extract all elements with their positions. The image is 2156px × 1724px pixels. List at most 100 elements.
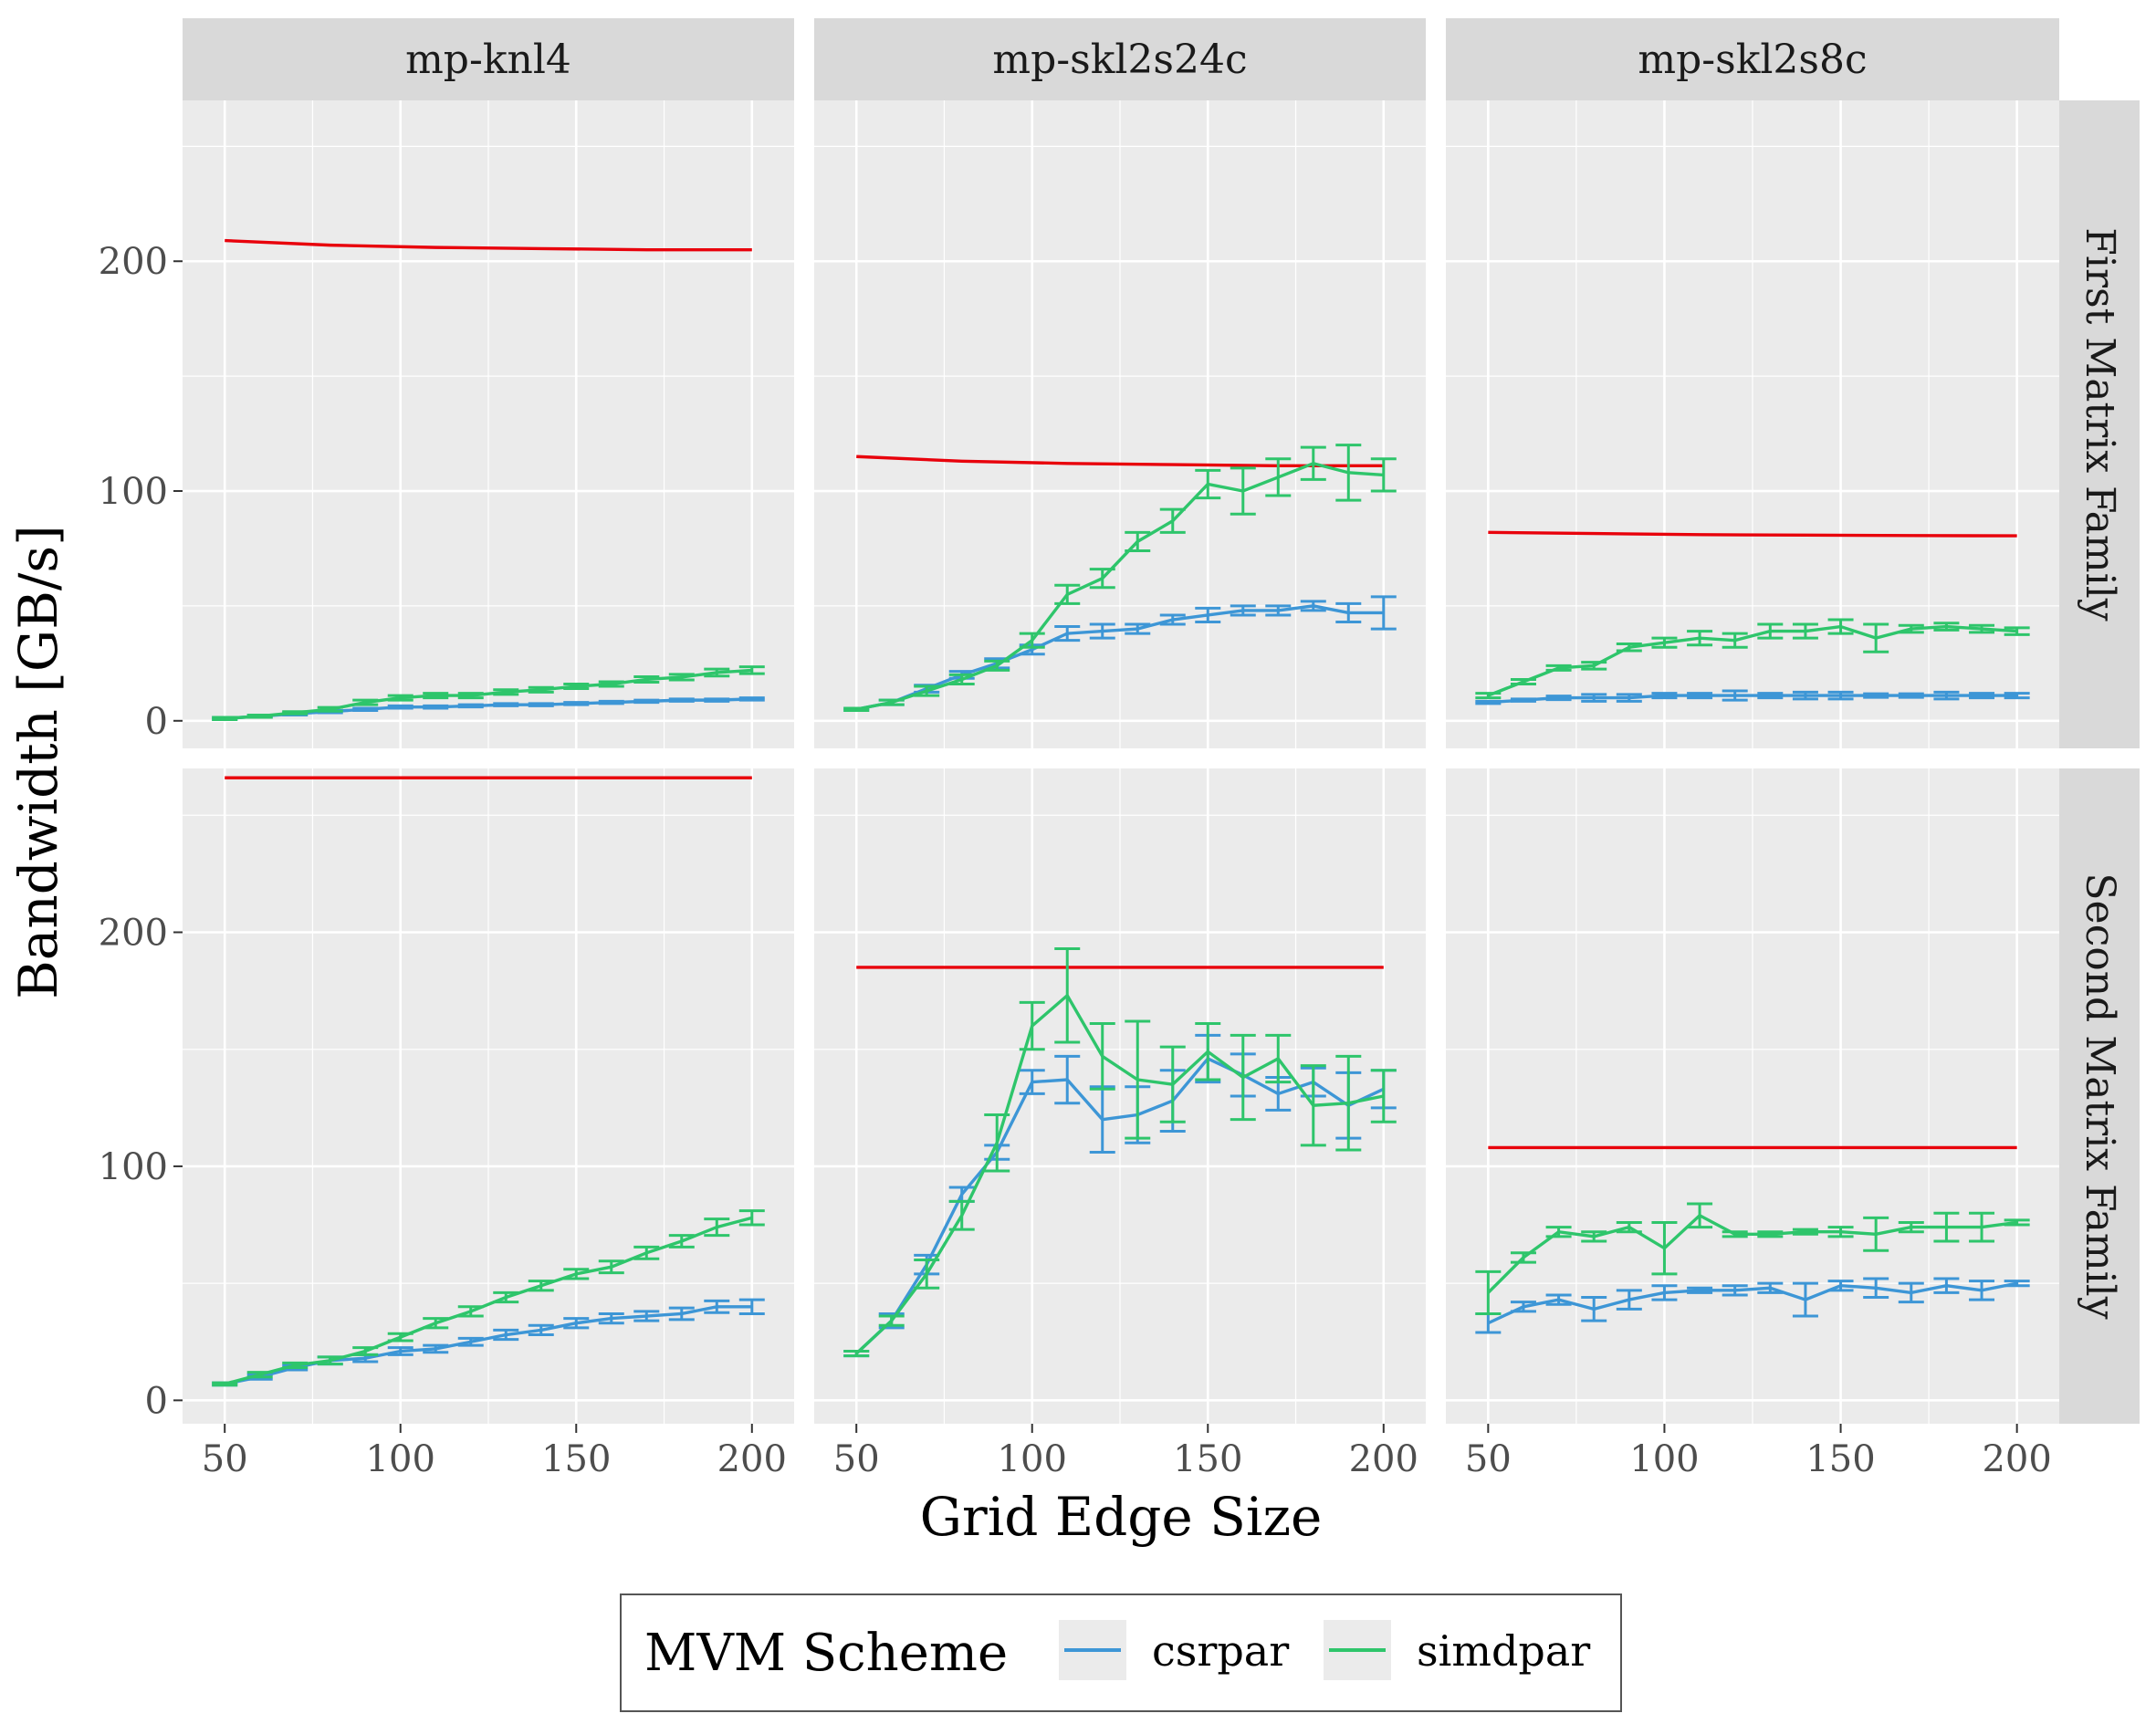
errorbar-simdpar bbox=[528, 1280, 554, 1292]
errorbar-simdpar bbox=[457, 1305, 484, 1318]
errorbar-csrpar bbox=[1898, 1281, 1924, 1304]
errorbar-simdpar bbox=[1581, 1230, 1607, 1243]
errorbar-csrpar bbox=[1757, 1281, 1784, 1294]
errorbar-csrpar bbox=[1863, 1277, 1889, 1300]
errorbar-simdpar bbox=[1475, 1269, 1502, 1315]
errorbar-csrpar bbox=[1370, 595, 1397, 631]
errorbar-csrpar bbox=[1019, 1069, 1045, 1095]
series-simdpar bbox=[1475, 1202, 2030, 1315]
errorbar-simdpar bbox=[1757, 1230, 1784, 1238]
legend-label-simdpar: simdpar bbox=[1417, 1626, 1590, 1676]
strip-col-1-bg bbox=[183, 18, 794, 100]
errorbar-csrpar bbox=[1265, 604, 1292, 617]
errorbar-simdpar bbox=[1863, 622, 1889, 653]
errorbar-simdpar bbox=[352, 1346, 379, 1356]
errorbar-csrpar bbox=[668, 697, 695, 703]
legend-label-csrpar: csrpar bbox=[1152, 1626, 1289, 1676]
panel-mp-skl2s24c-2 bbox=[814, 768, 1426, 1424]
errorbar-csrpar bbox=[1687, 692, 1713, 700]
errorbar-simdpar bbox=[914, 684, 940, 697]
errorbar-simdpar bbox=[1300, 445, 1326, 481]
errorbar-csrpar bbox=[387, 1346, 413, 1356]
errorbar-csrpar bbox=[2004, 1280, 2030, 1288]
x-tick-label: 50 bbox=[1465, 1438, 1512, 1480]
errorbar-csrpar bbox=[738, 696, 765, 702]
errorbar-csrpar bbox=[352, 706, 379, 712]
errorbar-csrpar bbox=[2004, 692, 2030, 700]
errorbar-csrpar bbox=[1616, 693, 1642, 703]
series-line-simdpar bbox=[1487, 624, 2017, 697]
errorbar-simdpar bbox=[493, 688, 519, 696]
errorbar-simdpar bbox=[212, 1381, 238, 1387]
column-strips: mp-knl4 mp-skl2s24c mp-skl2s8c bbox=[183, 18, 2059, 100]
errorbar-simdpar bbox=[704, 1217, 730, 1238]
errorbar-simdpar bbox=[246, 1371, 273, 1379]
y-tick-label: 100 bbox=[99, 471, 168, 513]
errorbar-simdpar bbox=[1616, 642, 1642, 653]
strip-col-3-label: mp-skl2s8c bbox=[1638, 37, 1867, 83]
errorbar-simdpar bbox=[1969, 1211, 1995, 1243]
errorbar-simdpar bbox=[352, 698, 379, 706]
errorbar-simdpar bbox=[246, 713, 273, 719]
errorbar-csrpar bbox=[1722, 689, 1748, 702]
errorbar-csrpar bbox=[1581, 1296, 1607, 1322]
errorbar-simdpar bbox=[2004, 1218, 2030, 1227]
series-csrpar bbox=[1475, 689, 2030, 705]
errorbar-csrpar bbox=[1475, 699, 1502, 705]
series-line-simdpar bbox=[855, 993, 1385, 1355]
errorbar-simdpar bbox=[457, 692, 484, 700]
errorbar-simdpar bbox=[1545, 1226, 1572, 1238]
errorbar-simdpar bbox=[423, 1317, 449, 1330]
errorbar-simdpar bbox=[1687, 1202, 1713, 1229]
errorbar-simdpar bbox=[1687, 630, 1713, 647]
series-line-simdpar bbox=[855, 462, 1384, 711]
y-tick-label: 200 bbox=[99, 241, 168, 283]
errorbar-simdpar bbox=[1230, 1033, 1256, 1122]
errorbar-csrpar bbox=[1335, 601, 1362, 624]
errorbar-simdpar bbox=[1969, 623, 1995, 634]
errorbar-simdpar bbox=[1510, 677, 1536, 686]
errorbar-simdpar bbox=[878, 698, 905, 706]
errorbar-simdpar bbox=[563, 1268, 590, 1280]
errorbar-csrpar bbox=[1159, 613, 1186, 626]
legend-title: MVM Scheme bbox=[644, 1624, 1008, 1683]
errorbar-csrpar bbox=[1195, 606, 1221, 624]
x-tick-label: 50 bbox=[833, 1438, 880, 1480]
errorbar-csrpar bbox=[457, 1336, 484, 1347]
errorbar-simdpar bbox=[1510, 1251, 1536, 1264]
errorbar-simdpar bbox=[878, 1314, 905, 1327]
panels: 0 100 200 0 100 200 50 100 150 200 50 100 150 200 50 10… bbox=[99, 100, 2059, 1480]
panel-mp-skl2s8c-1 bbox=[1446, 100, 2059, 748]
series-simdpar bbox=[212, 665, 765, 722]
x-tick-label: 100 bbox=[1629, 1438, 1699, 1480]
errorbar-csrpar bbox=[1054, 625, 1081, 643]
errorbar-simdpar bbox=[563, 683, 590, 691]
series-line-csrpar bbox=[855, 604, 1384, 711]
errorbar-simdpar bbox=[1933, 622, 1960, 632]
errorbar-csrpar bbox=[1581, 693, 1607, 703]
errorbar-simdpar bbox=[1651, 636, 1678, 649]
series-simdpar bbox=[1475, 618, 2030, 700]
errorbar-csrpar bbox=[423, 1343, 449, 1354]
errorbar-simdpar bbox=[1089, 568, 1115, 590]
errorbar-simdpar bbox=[1125, 530, 1151, 552]
errorbar-simdpar bbox=[1616, 1220, 1642, 1234]
series-simdpar bbox=[843, 946, 1397, 1358]
errorbar-csrpar bbox=[1827, 1280, 1854, 1292]
errorbar-csrpar bbox=[1863, 692, 1889, 699]
errorbar-simdpar bbox=[2004, 626, 2030, 636]
series-simdpar bbox=[843, 444, 1397, 712]
strip-row-2-label: Second Matrix Family bbox=[2077, 872, 2123, 1319]
strip-row-1-bg bbox=[2059, 100, 2140, 748]
legend: MVM Scheme csrpar simdpar bbox=[620, 1593, 1622, 1712]
series-line-simdpar bbox=[224, 1216, 753, 1386]
errorbar-simdpar bbox=[1722, 1230, 1748, 1238]
errorbar-csrpar bbox=[704, 1299, 730, 1314]
errorbar-simdpar bbox=[317, 705, 343, 713]
reference-line bbox=[856, 455, 1384, 468]
row-strips: First Matrix Family Second Matrix Family bbox=[2059, 100, 2140, 1424]
errorbar-simdpar bbox=[1827, 618, 1854, 635]
strip-col-2-bg bbox=[814, 18, 1426, 100]
series-line-simdpar bbox=[1487, 1213, 2017, 1294]
